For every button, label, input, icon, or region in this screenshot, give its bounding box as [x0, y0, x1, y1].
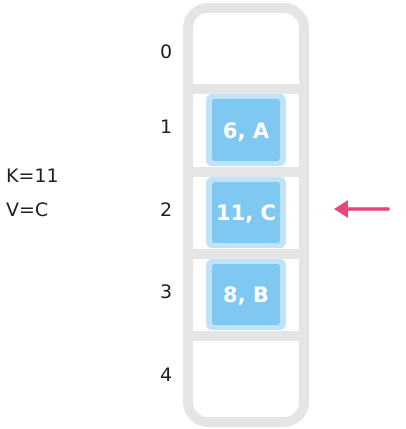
entry-cell: 8, B	[206, 259, 286, 330]
entry-cell: 11, C	[206, 177, 286, 248]
query-key-label: K=11	[6, 165, 59, 187]
entry-cell-text: 8, B	[223, 283, 269, 307]
slot-index-label: 4	[160, 364, 172, 386]
entry-cell-box	[212, 182, 280, 243]
slot-index-label: 3	[160, 281, 172, 303]
pointer-arrow-icon	[334, 200, 390, 218]
entry-cell-box	[212, 264, 280, 325]
table-frame	[183, 3, 309, 427]
entry-cell-text: 11, C	[216, 201, 276, 225]
slot-index-label: 1	[160, 116, 172, 138]
slot-index-label: 2	[160, 199, 172, 221]
entry-cell-text: 6, A	[223, 119, 270, 143]
slot-index-label: 0	[160, 41, 172, 63]
entry-cell-box	[212, 99, 280, 161]
entry-cell: 6, A	[206, 94, 286, 166]
query-value-label: V=C	[6, 199, 48, 221]
